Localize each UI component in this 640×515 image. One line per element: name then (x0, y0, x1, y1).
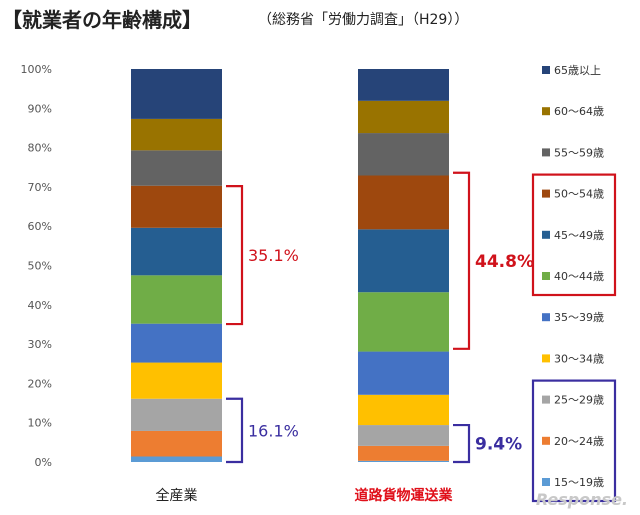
bar-segment (131, 362, 222, 399)
bar-segment (358, 100, 449, 134)
bar-segment (131, 275, 222, 324)
chart-title: 【就業者の年齢構成】 (2, 8, 202, 32)
legend-highlight-box (531, 379, 617, 503)
y-axis: 0% 10% 20% 30% 40% 50% 60% 70% 80% 90% 100% (21, 63, 52, 469)
y-tick-label: 100% (21, 63, 52, 76)
bracket (226, 185, 244, 326)
legend-swatch (542, 272, 550, 280)
y-tick-label: 40% (28, 299, 52, 312)
legend: 65歳以上 60～64歳 55～59歳 50～54歳 45～49歳 40～44歳 35～39… (531, 64, 617, 503)
bar-segment (358, 229, 449, 293)
bar-segment (131, 323, 222, 363)
bar-segment (358, 292, 449, 352)
legend-swatch (542, 436, 550, 445)
legend-swatch (542, 354, 550, 363)
legend-swatch (542, 66, 550, 74)
y-tick-label: 20% (28, 377, 52, 390)
bar-segment (131, 185, 222, 228)
bracket-label: 35.1% (248, 246, 299, 265)
y-tick-label: 10% (28, 417, 52, 430)
legend-highlight-box (531, 173, 617, 297)
x-axis: 全産業 道路貨物運送業 (156, 487, 454, 504)
legend-swatch (542, 313, 550, 322)
bar-segment (358, 133, 449, 176)
y-tick-label: 90% (28, 102, 52, 115)
legend-label: 65歳以上 (554, 64, 601, 77)
legend-swatch (542, 189, 550, 198)
bar-segment (131, 118, 222, 151)
bracket-label: 9.4% (475, 435, 522, 455)
legend-swatch (542, 230, 550, 239)
x-category-label: 道路貨物運送業 (355, 487, 454, 504)
y-tick-label: 0% (35, 456, 52, 469)
legend-label: 55～59歳 (554, 146, 604, 159)
bar-stacks (131, 69, 449, 462)
legend-label: 25～29歳 (554, 394, 604, 407)
bar-segment (358, 460, 449, 462)
legend-label: 45～49歳 (554, 229, 604, 242)
legend-label: 50～54歳 (554, 188, 604, 201)
bar-segment (358, 425, 449, 446)
bracket-annotations: 35.1% 16.1% 44.8% 9.4% (226, 171, 534, 464)
legend-swatch (542, 148, 550, 157)
bar-segment (131, 227, 222, 276)
legend-label: 15～19歳 (554, 476, 604, 489)
bar-segment (131, 150, 222, 186)
legend-swatch (542, 478, 550, 486)
bracket-label: 44.8% (475, 252, 534, 272)
bar-segment (131, 430, 222, 457)
watermark: Response. (535, 490, 628, 509)
y-tick-label: 80% (28, 142, 52, 155)
y-tick-label: 50% (28, 260, 52, 273)
y-tick-label: 60% (28, 220, 52, 233)
bar-segment (131, 398, 222, 431)
legend-label: 20～24歳 (554, 435, 604, 448)
bracket (453, 171, 471, 350)
bracket (226, 397, 244, 464)
chart-subtitle: （総務省「労働力調査」（H29）） (258, 12, 469, 28)
y-tick-label: 30% (28, 338, 52, 351)
bar-segment (358, 69, 449, 101)
bracket-label: 16.1% (248, 421, 299, 440)
legend-swatch (542, 395, 550, 404)
x-category-label: 全産業 (156, 487, 198, 504)
bar-segment (131, 69, 222, 119)
bar-segment (131, 456, 222, 462)
bar-segment (358, 445, 449, 461)
y-tick-label: 70% (28, 181, 52, 194)
bar-segment (358, 351, 449, 395)
legend-label: 40～44歳 (554, 270, 604, 283)
legend-label: 30～34歳 (554, 352, 604, 365)
bracket (453, 423, 471, 464)
bar-segment (358, 394, 449, 426)
bar-segment (358, 175, 449, 230)
legend-label: 35～39歳 (554, 311, 604, 324)
legend-swatch (542, 107, 550, 116)
legend-label: 60～64歳 (554, 105, 604, 118)
